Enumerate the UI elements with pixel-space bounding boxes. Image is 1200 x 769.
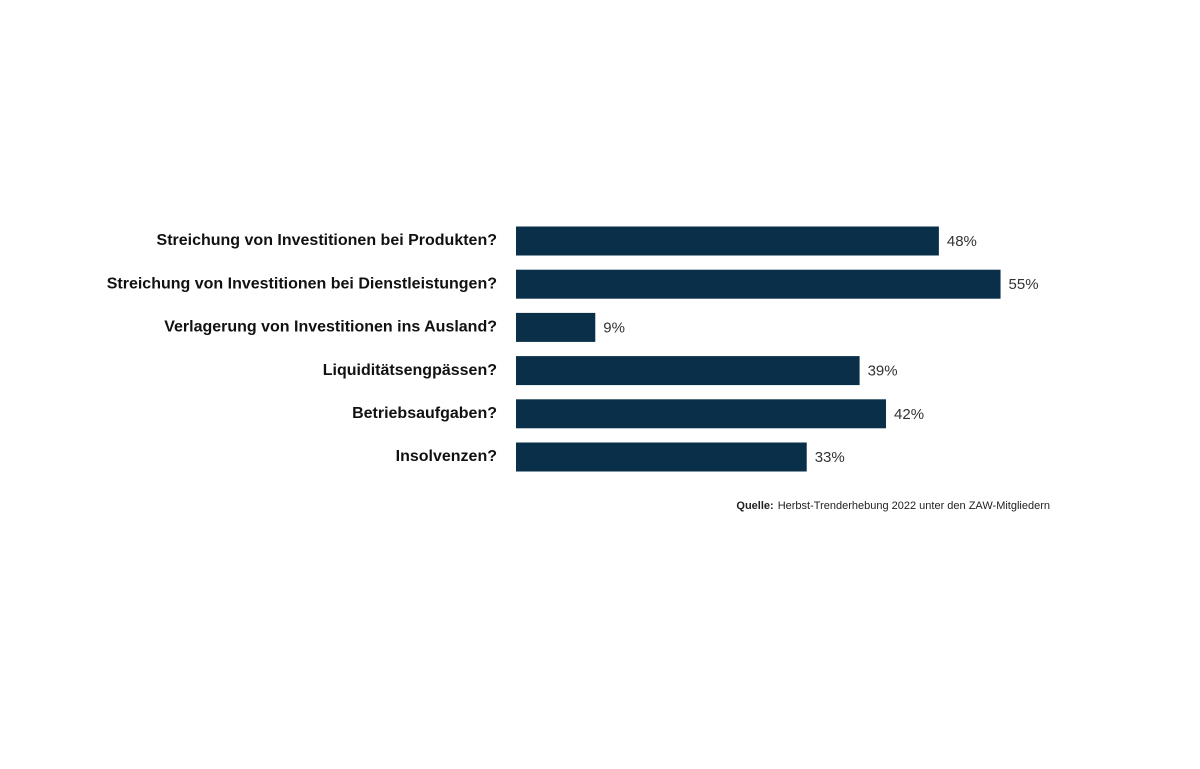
category-label: Liquiditätsengpässen?: [323, 362, 497, 379]
category-label: Insolvenzen?: [396, 448, 497, 465]
category-label: Betriebsaufgaben?: [352, 405, 497, 422]
value-label: 33%: [815, 449, 845, 466]
bar: [516, 269, 1001, 299]
value-label: 55%: [1009, 276, 1039, 293]
bar: [516, 442, 807, 472]
value-label: 9%: [603, 319, 625, 336]
category-label: Verlagerung von Investitionen ins Auslan…: [164, 319, 497, 336]
source-note: Quelle: Herbst-Trenderhebung 2022 unter d…: [736, 500, 1050, 512]
source-text: Herbst-Trenderhebung 2022 unter den ZAW-…: [778, 500, 1050, 512]
category-label: Streichung von Investitionen bei Dienstl…: [107, 275, 497, 292]
bar: [516, 312, 596, 342]
source-label: Quelle:: [736, 500, 773, 512]
bar: [516, 226, 939, 256]
bar: [516, 399, 887, 429]
value-label: 39%: [868, 363, 898, 380]
value-label: 48%: [947, 233, 977, 250]
value-label: 42%: [894, 406, 924, 423]
category-label: Streichung von Investitionen bei Produkt…: [157, 232, 497, 249]
bar: [516, 356, 860, 386]
